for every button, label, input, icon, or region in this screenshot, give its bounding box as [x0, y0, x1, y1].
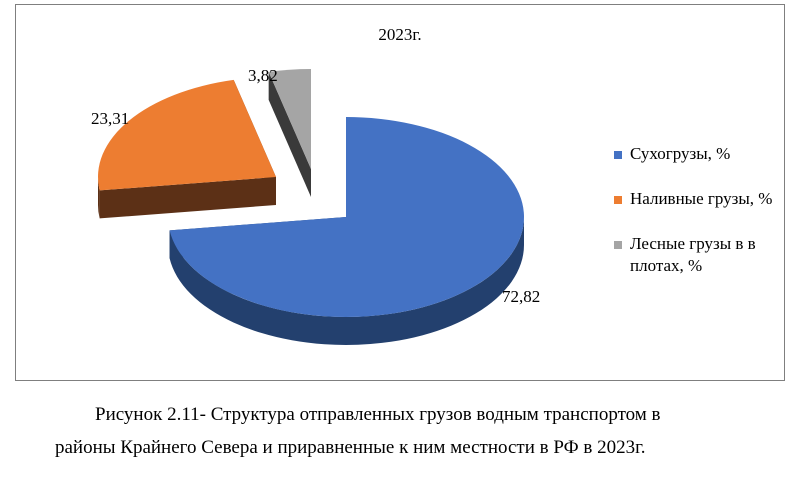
chart-frame: 72,82 23,31 3,82 2023г. Сухогрузы, % Налив…: [15, 4, 785, 381]
figure-caption: Рисунок 2.11- Структура отправленных гру…: [0, 398, 800, 464]
caption-line-1: Рисунок 2.11- Структура отправленных гру…: [95, 404, 661, 425]
pie-side-liquid-cargo: [98, 177, 100, 219]
legend-label-liquid-cargo: Наливные грузы, %: [630, 189, 773, 208]
pie-side-dry-cargo: [169, 217, 525, 346]
pie-slice-dry-cargo: [169, 117, 525, 317]
pie-slice-timber-cargo: [268, 69, 311, 169]
chart-title: 2023г.: [378, 25, 422, 44]
legend-label-timber-cargo: Лесные грузы в в плотах, %: [630, 234, 756, 275]
legend: Сухогрузы, % Наливные грузы, % Лесные гр…: [614, 143, 779, 300]
caption-line-2: районы Крайнего Севера и приравненные к …: [55, 437, 646, 458]
pie-face-liquid-cargo-0: [99, 177, 276, 219]
legend-swatch-dry-cargo: [614, 151, 622, 159]
legend-item-liquid-cargo: Наливные грузы, %: [614, 188, 779, 210]
legend-swatch-timber-cargo: [614, 241, 622, 249]
legend-label-dry-cargo: Сухогрузы, %: [630, 144, 731, 163]
legend-item-dry-cargo: Сухогрузы, %: [614, 143, 779, 165]
pie-chart: 72,82 23,31 3,82: [91, 66, 540, 346]
data-label-dry-cargo: 72,82: [502, 287, 540, 306]
pie-face-timber-cargo-0: [268, 71, 311, 197]
data-label-liquid-cargo: 23,31: [91, 109, 129, 128]
pie-slice-liquid-cargo: [97, 79, 276, 191]
data-label-timber-cargo: 3,82: [248, 66, 278, 85]
legend-swatch-liquid-cargo: [614, 196, 622, 204]
legend-item-timber-cargo: Лесные грузы в в плотах, %: [614, 233, 779, 277]
